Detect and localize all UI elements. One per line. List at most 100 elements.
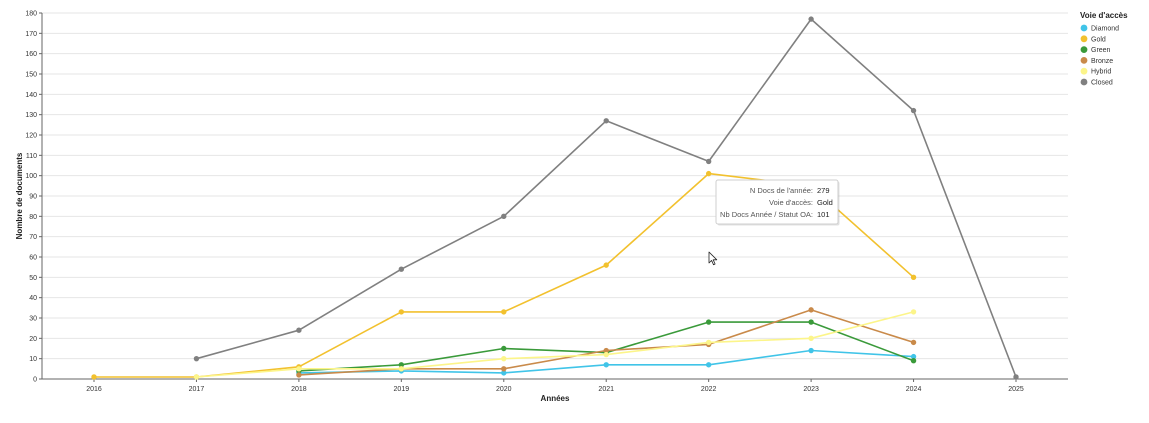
data-point-closed[interactable]	[193, 355, 200, 362]
data-point-bronze[interactable]	[501, 366, 507, 372]
data-point-bronze[interactable]	[296, 372, 302, 378]
data-point-gold[interactable]	[398, 309, 405, 315]
data-point-gold[interactable]	[91, 374, 97, 380]
y-tick-label: 10	[29, 356, 37, 363]
x-axis-title: Années	[541, 394, 570, 403]
series-closed	[193, 16, 1019, 380]
legend-swatch	[1080, 24, 1088, 32]
y-tick-label: 50	[29, 275, 37, 282]
data-point-green[interactable]	[705, 319, 712, 325]
cursor-arrow	[708, 251, 718, 266]
data-point-gold[interactable]	[603, 262, 609, 268]
data-point-closed[interactable]	[808, 16, 814, 22]
data-point-closed[interactable]	[1013, 374, 1019, 380]
legend-item-bronze[interactable]: Bronze	[1080, 57, 1114, 65]
y-tick-label: 100	[25, 173, 37, 180]
y-tick-label: 40	[29, 295, 37, 302]
legend-swatch	[1080, 78, 1088, 86]
data-point-diamond[interactable]	[705, 362, 712, 368]
x-tick-label: 2020	[496, 386, 512, 393]
y-tick-label: 30	[29, 316, 37, 323]
legend-swatch	[1080, 57, 1088, 64]
data-point-hybrid[interactable]	[193, 374, 200, 380]
data-point-bronze[interactable]	[910, 339, 917, 346]
y-tick-label: 0	[33, 377, 37, 384]
data-point-hybrid[interactable]	[398, 366, 405, 372]
tooltip: N Docs de l'année: 279 Voie d'accès: Gold Nb…	[715, 179, 840, 226]
x-tick-label: 2022	[701, 386, 717, 393]
x-tick-label: 2023	[803, 386, 819, 393]
series-line-closed	[196, 18, 1017, 378]
tooltip-key: N Docs de l'année:	[750, 186, 813, 195]
data-point-closed[interactable]	[603, 118, 609, 124]
legend-label: Gold	[1091, 36, 1106, 43]
y-tick-label: 90	[29, 194, 37, 201]
legend-item-green[interactable]: Green	[1080, 46, 1111, 54]
mouse-cursor-icon	[708, 251, 718, 266]
series-lines	[91, 16, 1019, 380]
grid	[42, 12, 1068, 380]
data-point-hybrid[interactable]	[501, 355, 507, 362]
x-tick-label: 2024	[906, 386, 922, 393]
y-tick-label: 170	[25, 31, 37, 38]
series-bronze	[296, 307, 917, 378]
y-tick-label: 130	[25, 112, 37, 119]
y-tick-label: 80	[29, 214, 37, 221]
data-point-closed[interactable]	[296, 327, 302, 333]
y-tick-label: 20	[29, 336, 37, 343]
y-tick-label: 180	[25, 11, 37, 18]
tooltip-value: Gold	[817, 198, 833, 207]
legend[interactable]: Voie d'accès Diamond Gold Green Bronze Hybri…	[1080, 11, 1128, 87]
data-point-closed[interactable]	[501, 213, 507, 220]
data-point-gold[interactable]	[705, 170, 712, 177]
tooltip-key: Nb Docs Année / Statut OA:	[720, 210, 813, 219]
y-axis-ticks: 0 10 20 30 40 50 60 70 80 90 100 110 120 130 140 150 160…	[25, 11, 42, 384]
y-tick-label: 160	[25, 51, 37, 58]
x-tick-label: 2021	[598, 386, 614, 393]
legend-label: Closed	[1091, 80, 1113, 87]
y-tick-label: 60	[29, 255, 37, 262]
data-point-closed[interactable]	[910, 107, 917, 114]
data-point-hybrid[interactable]	[808, 335, 814, 342]
legend-item-closed[interactable]: Closed	[1080, 78, 1113, 87]
x-axis-ticks: 2016 2017 2018 2019 2020 2021 2022 2023 2024 2025	[86, 379, 1024, 393]
data-point-diamond[interactable]	[808, 347, 814, 354]
data-point-hybrid[interactable]	[603, 351, 609, 358]
data-point-diamond[interactable]	[603, 362, 609, 368]
data-point-closed[interactable]	[705, 158, 712, 165]
data-point-hybrid[interactable]	[296, 366, 302, 372]
data-point-green[interactable]	[910, 358, 917, 364]
data-point-gold[interactable]	[501, 309, 507, 315]
series-line-hybrid	[196, 311, 914, 378]
data-point-green[interactable]	[501, 345, 507, 352]
x-tick-label: 2016	[86, 386, 102, 393]
data-point-gold[interactable]	[910, 274, 917, 281]
legend-swatch	[1080, 35, 1088, 43]
y-axis-title: Nombre de documents	[15, 152, 24, 239]
legend-item-diamond[interactable]: Diamond	[1080, 24, 1120, 33]
y-tick-label: 120	[25, 133, 37, 140]
data-point-hybrid[interactable]	[705, 339, 712, 346]
data-point-green[interactable]	[808, 319, 814, 325]
tooltip-value: 279	[817, 186, 830, 195]
legend-label: Diamond	[1091, 26, 1119, 33]
series-hybrid	[193, 309, 917, 380]
tooltip-key: Voie d'accès:	[769, 198, 813, 207]
x-tick-label: 2019	[394, 386, 410, 393]
y-tick-label: 70	[29, 234, 37, 241]
x-tick-label: 2025	[1008, 386, 1024, 393]
data-point-closed[interactable]	[398, 266, 405, 272]
legend-title: Voie d'accès	[1080, 11, 1128, 20]
legend-swatch	[1080, 46, 1088, 53]
legend-item-gold[interactable]: Gold	[1080, 35, 1106, 43]
data-point-hybrid[interactable]	[910, 309, 917, 315]
y-tick-label: 140	[25, 92, 37, 99]
y-tick-label: 110	[26, 153, 37, 160]
legend-item-hybrid[interactable]: Hybrid	[1080, 67, 1112, 76]
x-tick-label: 2018	[291, 386, 307, 393]
tooltip-value: 101	[817, 210, 830, 219]
data-point-bronze[interactable]	[808, 307, 814, 313]
legend-swatch	[1080, 67, 1088, 75]
x-tick-label: 2017	[189, 386, 205, 393]
